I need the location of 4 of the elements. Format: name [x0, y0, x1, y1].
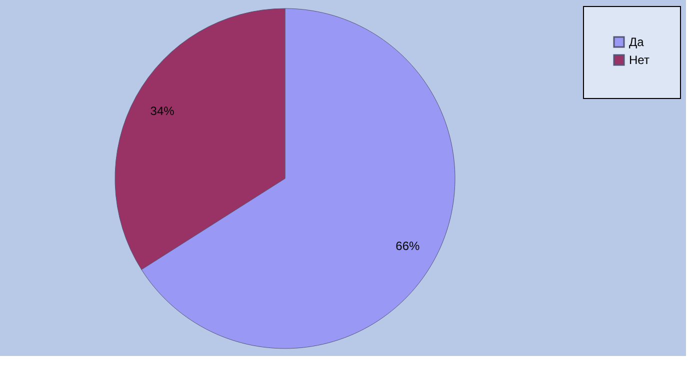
legend-label: Да [629, 35, 644, 49]
data-label: 66% [396, 238, 420, 253]
legend-label: Нет [629, 53, 650, 67]
data-label: 34% [150, 104, 175, 118]
